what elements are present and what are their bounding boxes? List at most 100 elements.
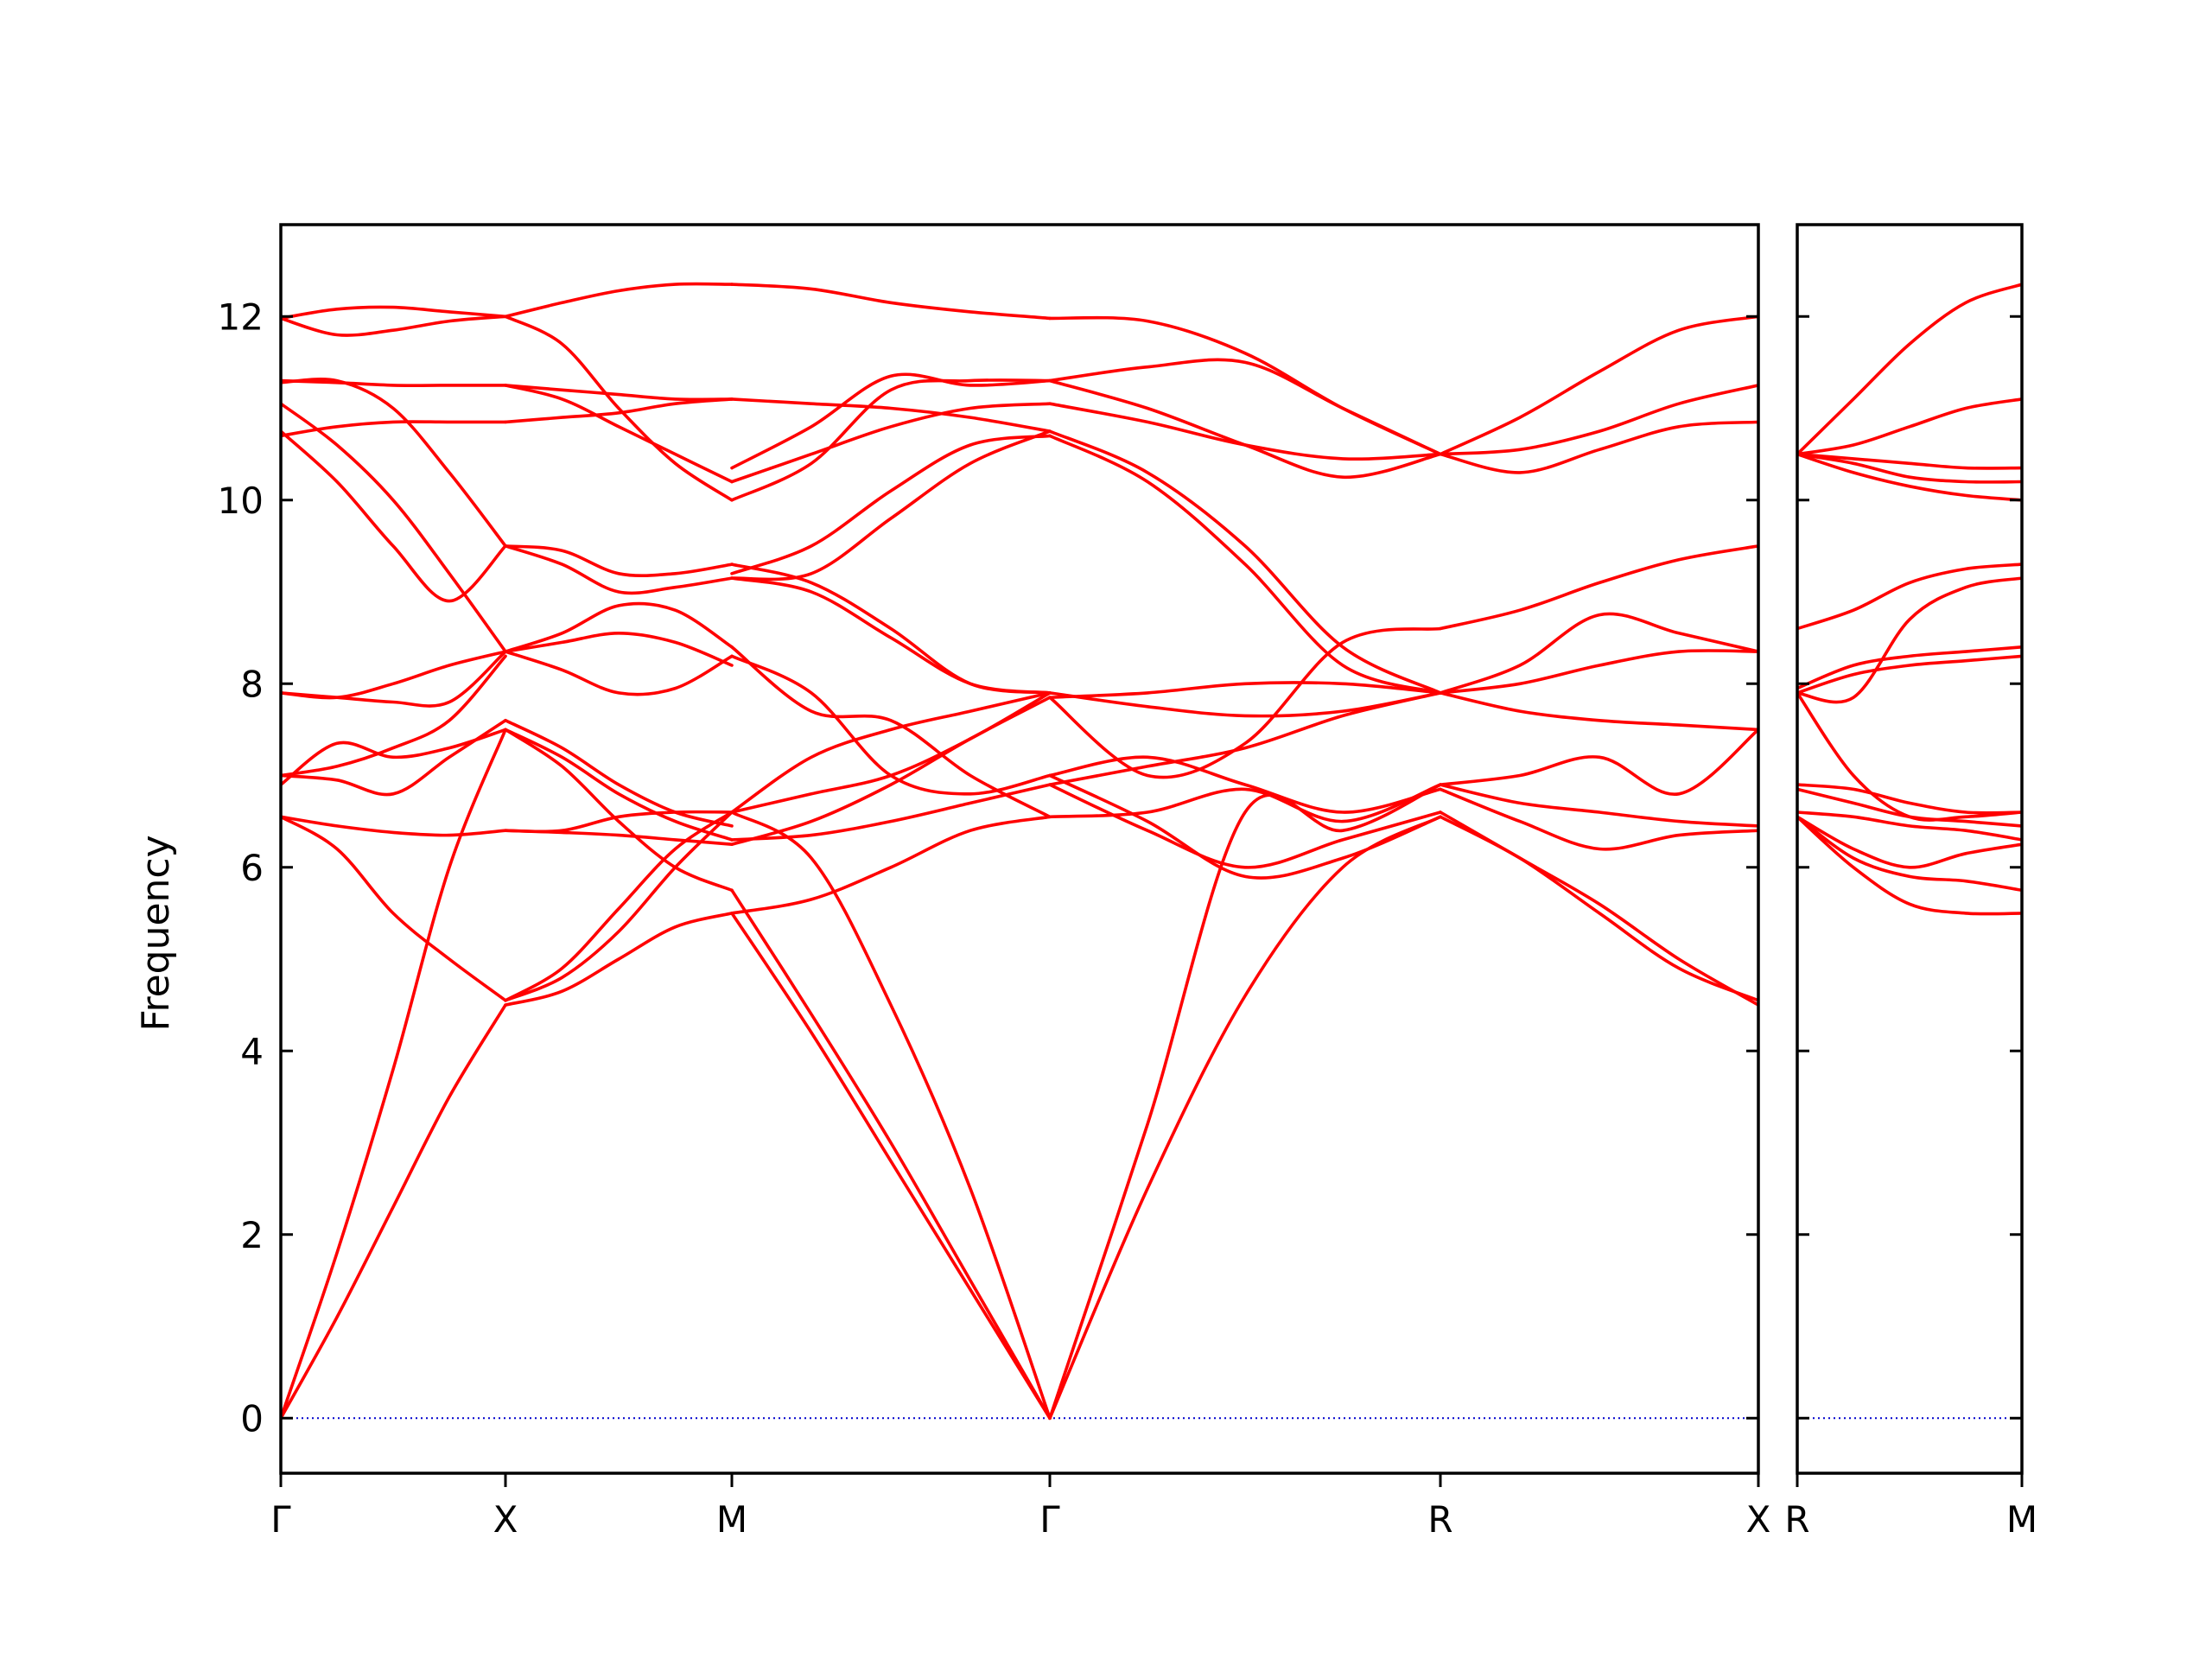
band-line-X-M-9 — [504, 632, 734, 667]
band-line-Γ-X-14 — [281, 378, 507, 548]
band-line-R-M-6 — [1797, 783, 2022, 815]
x-tick-label: X — [493, 1498, 518, 1541]
band-line-Γ-X-9 — [281, 650, 507, 708]
band-line-Γ-R-15 — [1048, 358, 1442, 456]
band-line-R-M-14 — [1797, 452, 2022, 470]
band-line-Γ-R-13 — [1048, 402, 1442, 461]
band-line-M-Γ-14 — [730, 429, 1052, 582]
band-line-X-M-1 — [504, 912, 734, 1007]
x-tick-label: Γ — [270, 1498, 291, 1541]
band-line-R-X-10 — [1439, 420, 1758, 474]
band-line-M-Γ-6 — [730, 691, 1052, 814]
y-tick-label: 10 — [218, 480, 264, 522]
band-line-X-M-12 — [504, 544, 734, 577]
band-line-M-Γ-18 — [730, 372, 1052, 470]
y-tick-label: 8 — [240, 663, 264, 705]
band-line-X-M-14 — [504, 397, 734, 424]
band-line-R-M-13 — [1797, 452, 2022, 484]
band-line-Γ-X-2 — [281, 728, 507, 1421]
band-line-R-M-10 — [1797, 576, 2022, 704]
band-line-R-X-3 — [1439, 787, 1758, 851]
y-axis-title: Frequency — [134, 835, 178, 1031]
band-line-M-Γ-5 — [730, 783, 1052, 842]
band-line-M-Γ-19 — [730, 283, 1052, 321]
band-line-R-M-1 — [1797, 815, 2022, 916]
y-tick-label: 4 — [240, 1030, 264, 1072]
band-line-X-M-13 — [504, 544, 734, 595]
band-line-Γ-R-16 — [1048, 315, 1442, 456]
band-line-Γ-R-12 — [1048, 434, 1442, 695]
band-line-R-X-8 — [1439, 649, 1758, 695]
band-line-R-X-1 — [1439, 815, 1758, 1002]
band-line-Γ-R-5 — [1048, 773, 1442, 880]
band-line-M-Γ-2 — [730, 888, 1052, 1421]
band-line-Γ-X-4 — [281, 815, 507, 1002]
y-tick-label: 0 — [240, 1397, 264, 1440]
band-line-Γ-R-11 — [1048, 429, 1442, 695]
band-line-Γ-X-5 — [281, 719, 507, 797]
band-line-X-M-15 — [504, 384, 734, 402]
band-line-M-Γ-9 — [730, 654, 1052, 796]
band-line-Γ-X-10 — [281, 429, 507, 603]
band-line-X-M-6 — [504, 728, 734, 842]
band-line-X-M-18 — [504, 282, 734, 319]
band-line-X-M-10 — [504, 650, 734, 696]
band-line-X-M-5 — [504, 810, 734, 834]
band-line-Γ-R-7 — [1048, 691, 1442, 786]
band-line-Γ-X-12 — [281, 420, 507, 438]
y-tick-label: 12 — [218, 296, 264, 338]
band-line-X-M-8 — [504, 719, 734, 828]
panel-1: 0 2 4 6 8 10 12 Γ X M Γ R X — [218, 223, 1771, 1541]
band-line-Γ-X-15 — [281, 315, 507, 337]
band-line-R-X-6 — [1439, 612, 1758, 695]
x-tick-label: X — [1746, 1498, 1771, 1541]
x-tick-label: Γ — [1039, 1498, 1060, 1541]
x-tick-label: R — [1427, 1498, 1452, 1541]
band-line-X-M-16 — [504, 384, 734, 484]
y-tick-label: 6 — [240, 847, 264, 889]
band-line-Γ-X-11 — [281, 402, 507, 653]
band-line-M-Γ-17 — [730, 397, 1052, 433]
band-line-Γ-R-1 — [1048, 815, 1442, 1421]
band-line-Γ-R-2 — [1048, 783, 1442, 1421]
band-line-Γ-R-14 — [1048, 378, 1442, 480]
y-tick-label: 2 — [240, 1214, 264, 1256]
band-line-R-M-16 — [1797, 283, 2022, 456]
band-line-R-X-9 — [1439, 544, 1758, 631]
band-line-M-Γ-1 — [730, 912, 1052, 1421]
band-line-R-X-4 — [1439, 783, 1758, 828]
band-line-R-X-12 — [1439, 315, 1758, 456]
band-line-R-M-12 — [1797, 452, 2022, 502]
band-line-Γ-R-6 — [1048, 755, 1442, 814]
band-line-Γ-R-3 — [1048, 783, 1442, 823]
panel-frame — [279, 223, 1760, 1475]
band-line-R-M-15 — [1797, 397, 2022, 456]
band-line-M-Γ-15 — [730, 402, 1052, 484]
bands — [281, 282, 1758, 1421]
band-line-R-M-9 — [1797, 645, 2022, 690]
band-line-R-M-3 — [1797, 815, 2022, 869]
band-line-M-Γ-4 — [730, 815, 1052, 915]
band-line-R-X-11 — [1439, 384, 1758, 456]
band-line-R-M-7 — [1797, 691, 2022, 822]
band-line-R-M-5 — [1797, 787, 2022, 828]
band-line-M-Γ-3 — [730, 810, 1052, 1421]
band-line-M-Γ-13 — [730, 434, 1052, 575]
panel-frame — [1796, 223, 2024, 1475]
band-line-X-M-2 — [504, 810, 734, 1002]
band-line-Γ-X-8 — [281, 650, 507, 700]
band-line-R-X-7 — [1439, 691, 1758, 732]
band-line-Γ-X-1 — [281, 1003, 507, 1421]
band-line-Γ-R-8 — [1048, 691, 1442, 718]
band-line-R-M-8 — [1797, 654, 2022, 695]
band-line-R-M-11 — [1797, 563, 2022, 631]
band-line-M-Γ-16 — [730, 378, 1052, 502]
bands — [1797, 283, 2022, 916]
band-line-Γ-R-10 — [1048, 626, 1442, 779]
band-line-Γ-X-13 — [281, 378, 507, 387]
band-line-X-M-17 — [504, 315, 734, 502]
band-line-Γ-R-4 — [1048, 783, 1442, 869]
band-line-Γ-X-7 — [281, 654, 507, 778]
